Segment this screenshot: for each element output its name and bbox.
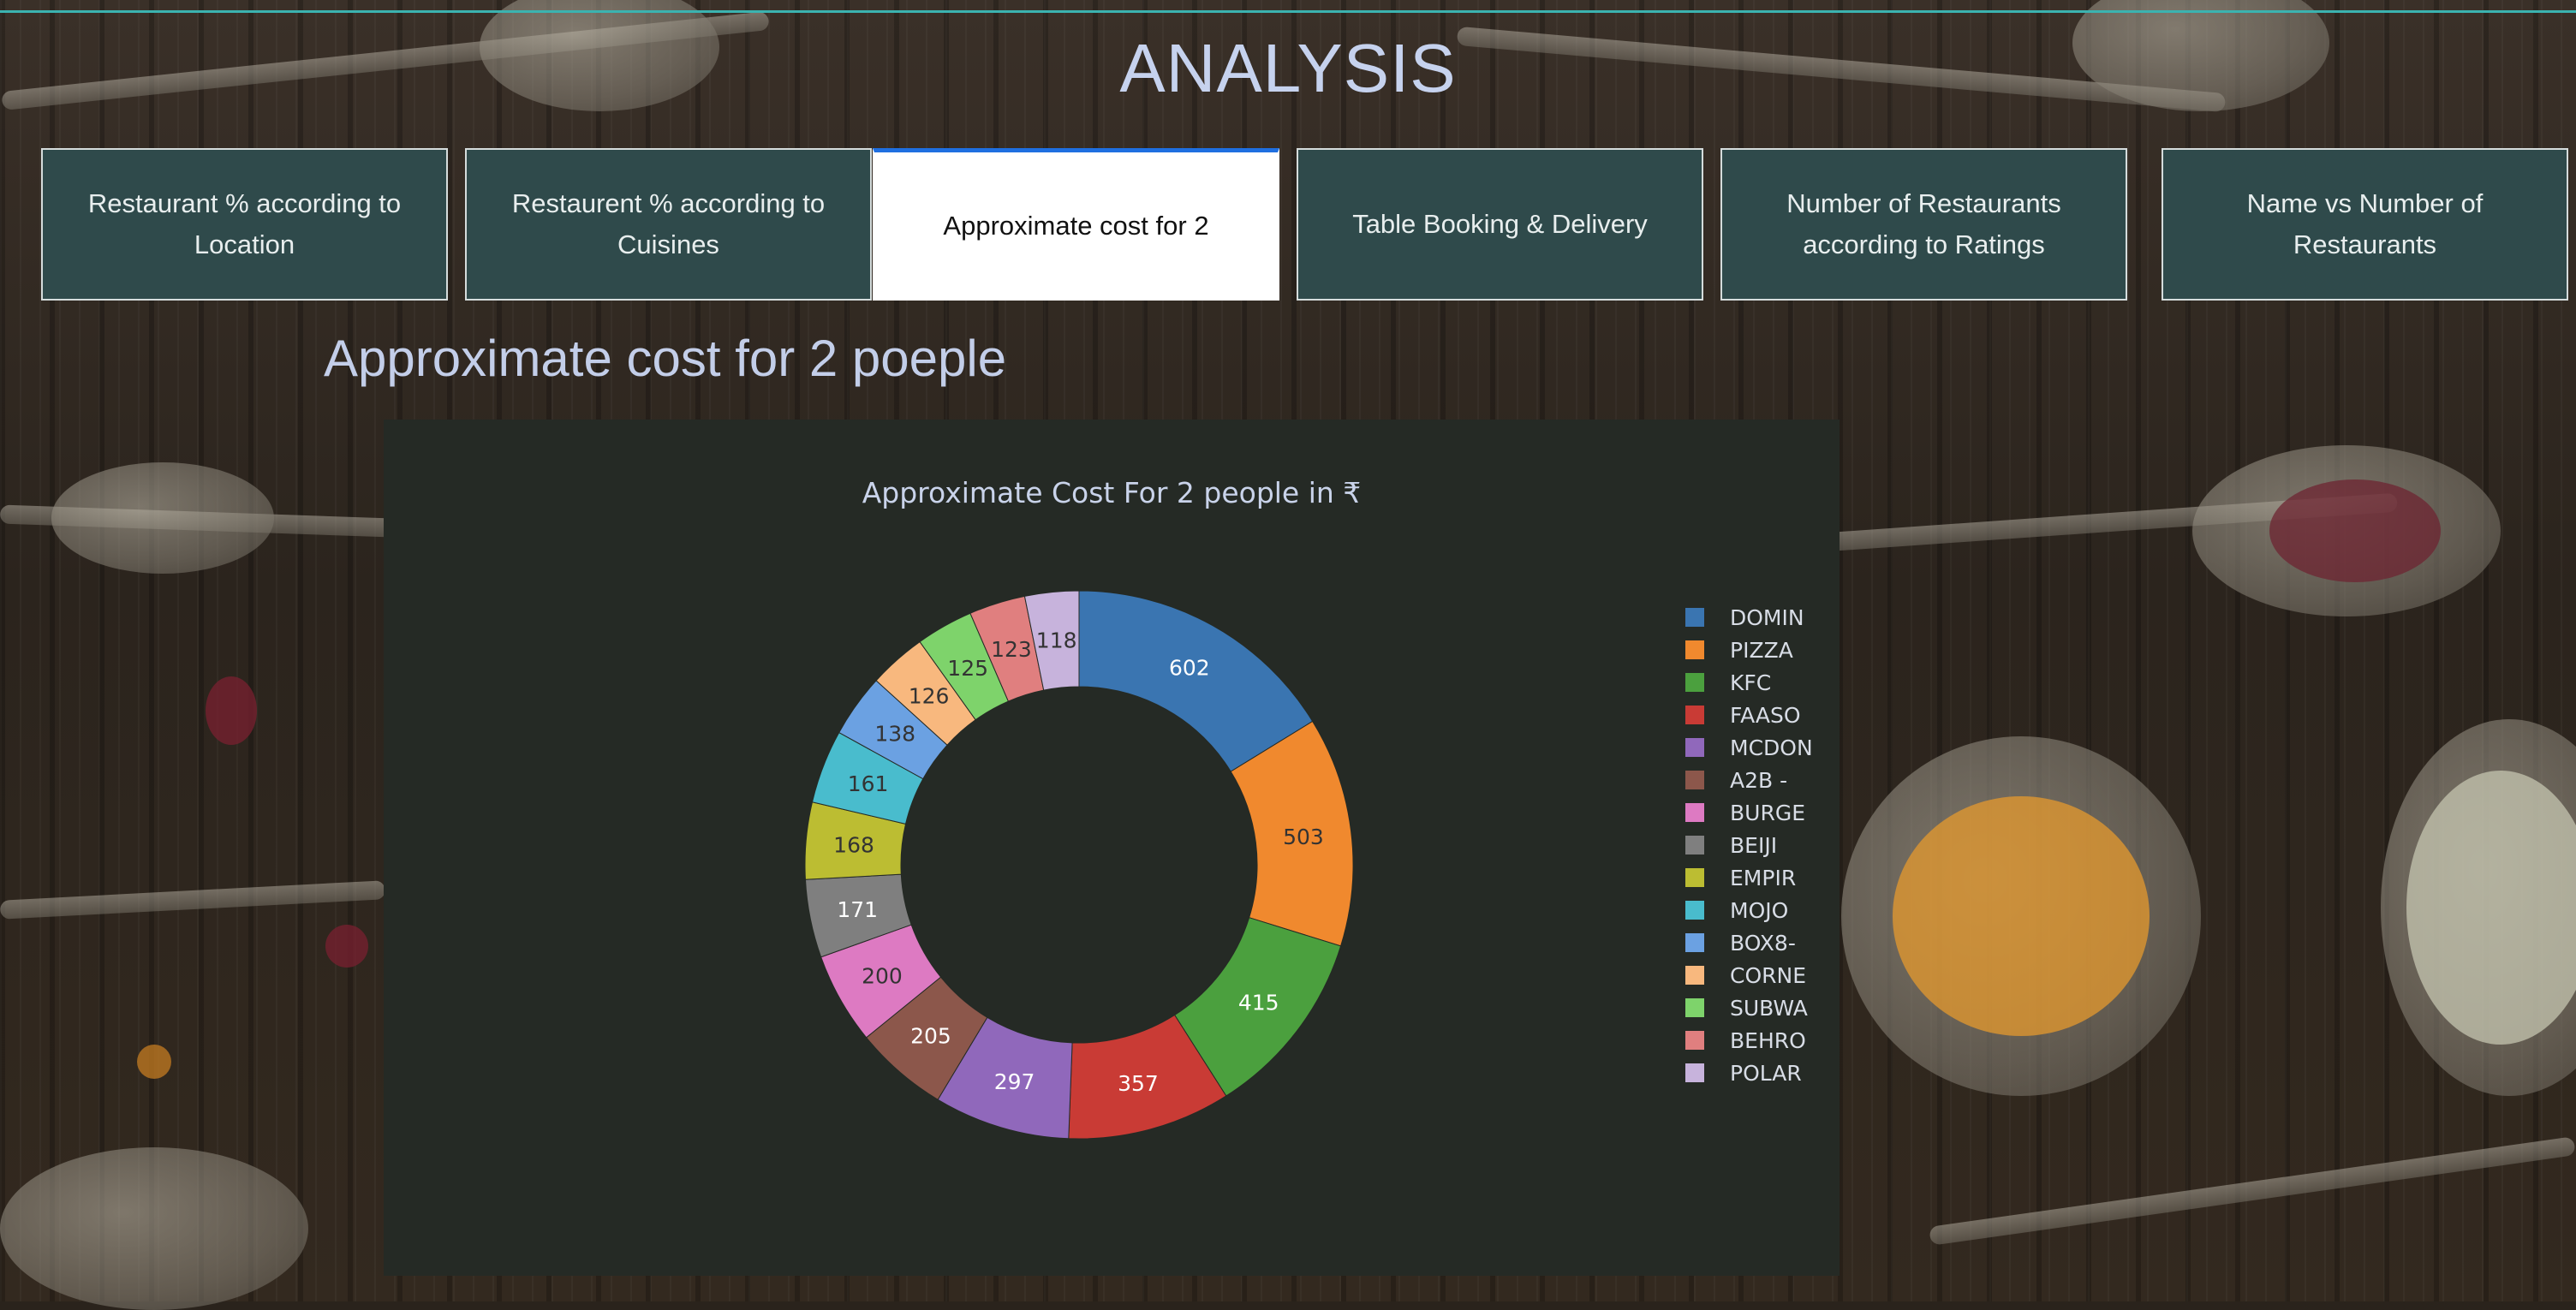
legend-item[interactable]: CORNE [1685, 959, 1813, 991]
legend-item[interactable]: MCDON [1685, 731, 1813, 764]
legend-swatch [1685, 640, 1704, 659]
legend-item[interactable]: EMPIR [1685, 861, 1813, 894]
donut-value-label: 118 [1036, 628, 1077, 652]
legend-label: POLAR [1730, 1060, 1802, 1086]
legend-label: SUBWA [1730, 995, 1808, 1021]
legend-swatch [1685, 608, 1704, 627]
legend-swatch [1685, 1063, 1704, 1082]
donut-value-label: 161 [848, 771, 889, 796]
legend-swatch [1685, 868, 1704, 887]
legend-item[interactable]: KFC [1685, 666, 1813, 699]
legend-item[interactable]: POLAR [1685, 1057, 1813, 1089]
tab-name-vs-number[interactable]: Name vs Number of Restaurants [2162, 148, 2568, 301]
tab-approximate-cost[interactable]: Approximate cost for 2 [873, 148, 1279, 301]
donut-value-label: 415 [1238, 990, 1279, 1015]
tab-label: Approximate cost for 2 [943, 210, 1209, 241]
legend-swatch [1685, 673, 1704, 692]
tab-label: Restaurant % according to Location [87, 188, 402, 259]
donut-value-label: 126 [909, 684, 950, 709]
tab-label: Restaurent % according to Cuisines [511, 188, 826, 259]
legend-item[interactable]: BEHRO [1685, 1024, 1813, 1057]
legend-label: MCDON [1730, 735, 1813, 760]
legend-label: FAASO [1730, 702, 1801, 728]
legend-swatch [1685, 836, 1704, 854]
top-accent-line [0, 10, 2576, 13]
tab-label: Number of Restaurants according to Ratin… [1786, 188, 2061, 259]
legend-item[interactable]: MOJO [1685, 894, 1813, 926]
chart-panel: Approximate Cost For 2 people in ₹ 602 50… [384, 420, 1840, 1276]
donut-value-label: 297 [994, 1069, 1035, 1094]
legend-item[interactable]: A2B - [1685, 764, 1813, 796]
donut-value-label: 602 [1169, 656, 1210, 681]
chart-legend: DOMIN PIZZA KFC FAASO MCDON A2B - BURGE BEIJI EM… [1685, 601, 1813, 1089]
donut-value-label: 138 [874, 722, 915, 747]
donut-chart: 6025034153572972052001711681611381261251… [804, 590, 1354, 1140]
donut-value-label: 125 [947, 656, 988, 681]
tab-label: Name vs Number of Restaurants [2246, 188, 2484, 259]
donut-slice-polar[interactable] [1023, 590, 1080, 691]
donut-value-label: 171 [837, 897, 878, 922]
donut-value-label: 205 [910, 1023, 951, 1048]
donut-value-label: 200 [862, 964, 903, 989]
legend-label: KFC [1730, 670, 1772, 695]
legend-swatch [1685, 901, 1704, 920]
legend-swatch [1685, 1031, 1704, 1050]
page-title: ANALYSIS [1119, 30, 1457, 106]
donut-value-label: 503 [1283, 825, 1324, 849]
donut-value-label: 123 [991, 637, 1032, 662]
tab-table-booking-delivery[interactable]: Table Booking & Delivery [1297, 148, 1703, 301]
legend-label: EMPIR [1730, 865, 1797, 890]
legend-label: BEHRO [1730, 1027, 1806, 1053]
legend-swatch [1685, 966, 1704, 985]
legend-label: DOMIN [1730, 604, 1804, 630]
legend-label: BOX8- [1730, 930, 1796, 956]
tab-location[interactable]: Restaurant % according to Location [41, 148, 448, 301]
section-title: Approximate cost for 2 poeple [324, 330, 1007, 387]
legend-swatch [1685, 933, 1704, 952]
donut-value-label: 168 [833, 833, 874, 858]
legend-item[interactable]: PIZZA [1685, 634, 1813, 666]
legend-label: A2B - [1730, 767, 1788, 793]
legend-label: PIZZA [1730, 637, 1793, 663]
legend-swatch [1685, 771, 1704, 789]
tab-ratings[interactable]: Number of Restaurants according to Ratin… [1720, 148, 2127, 301]
legend-label: BEIJI [1730, 832, 1778, 858]
legend-item[interactable]: BOX8- [1685, 926, 1813, 959]
legend-item[interactable]: SUBWA [1685, 991, 1813, 1024]
legend-swatch [1685, 803, 1704, 822]
legend-item[interactable]: DOMIN [1685, 601, 1813, 634]
legend-item[interactable]: BURGE [1685, 796, 1813, 829]
legend-label: MOJO [1730, 897, 1789, 923]
legend-swatch [1685, 738, 1704, 757]
tab-cuisines[interactable]: Restaurent % according to Cuisines [465, 148, 872, 301]
chart-title: Approximate Cost For 2 people in ₹ [862, 476, 1362, 509]
tab-label: Table Booking & Delivery [1352, 209, 1648, 239]
legend-item[interactable]: BEIJI [1685, 829, 1813, 861]
legend-swatch [1685, 998, 1704, 1017]
legend-label: BURGE [1730, 800, 1805, 825]
legend-item[interactable]: FAASO [1685, 699, 1813, 731]
donut-value-label: 357 [1118, 1071, 1159, 1096]
legend-swatch [1685, 706, 1704, 724]
legend-label: CORNE [1730, 962, 1807, 988]
